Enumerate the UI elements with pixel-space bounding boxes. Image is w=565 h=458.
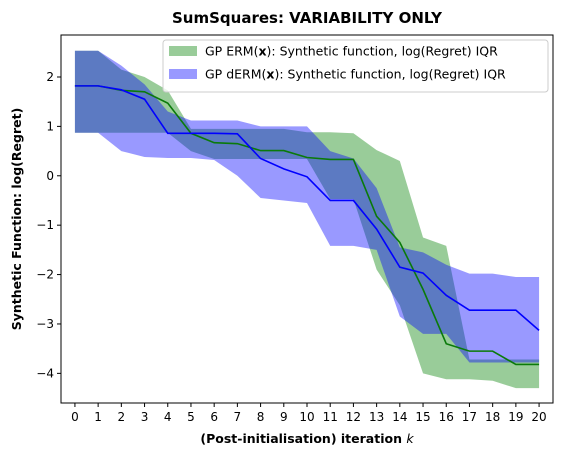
x-tick-label: 4 (164, 410, 172, 424)
iqr-band-series-1 (74, 50, 540, 363)
median-line-series-1 (74, 85, 540, 331)
iqr-bands (74, 50, 540, 389)
x-tick-label: 6 (210, 410, 218, 424)
x-tick-label: 3 (141, 410, 149, 424)
y-tick-label: 0 (46, 169, 54, 183)
x-tick-label: 14 (392, 410, 407, 424)
y-tick-label: −3 (36, 317, 54, 331)
x-tick-label: 16 (439, 410, 454, 424)
x-tick-label: 12 (346, 410, 361, 424)
chart-title: SumSquares: VARIABILITY ONLY (172, 9, 443, 27)
legend-swatch-0 (169, 46, 197, 56)
x-tick-label: 10 (299, 410, 314, 424)
legend-swatch-1 (169, 69, 197, 79)
x-tick-label: 0 (71, 410, 79, 424)
x-axis-label: (Post-initialisation) iteration k (200, 431, 414, 446)
y-tick-label: 1 (46, 119, 54, 133)
y-tick-label: −1 (36, 218, 54, 232)
x-tick-label: 20 (531, 410, 546, 424)
x-tick-label: 19 (508, 410, 523, 424)
median-line-series-0 (74, 85, 540, 366)
x-tick-label: 17 (462, 410, 477, 424)
median-lines (74, 85, 540, 366)
x-tick-label: 5 (187, 410, 195, 424)
iqr-band-series-0 (74, 50, 540, 389)
x-axis-label-variable: k (406, 431, 414, 446)
y-tick-label: −4 (36, 366, 54, 380)
x-tick-label: 18 (485, 410, 500, 424)
y-axis-label: Synthetic Function: log(Regret) (9, 108, 24, 331)
x-tick-label: 7 (234, 410, 242, 424)
x-tick-label: 1 (94, 410, 102, 424)
y-tick-label: 2 (46, 70, 54, 84)
x-tick-label: 15 (415, 410, 430, 424)
x-tick-label: 9 (280, 410, 288, 424)
x-tick-label: 11 (323, 410, 338, 424)
legend-label-0: GP ERM(x): Synthetic function, log(Regre… (205, 44, 498, 59)
legend: GP ERM(x): Synthetic function, log(Regre… (162, 39, 549, 93)
x-axis-ticks: 0 1 2 3 4 5 6 7 8 9 10 11 12 13 14 15 16 17 18 19 20 (71, 403, 547, 424)
y-axis-ticks: −4 −3 −2 −1 0 1 2 (36, 70, 61, 380)
x-tick-label: 2 (118, 410, 126, 424)
x-axis-label-text: (Post-initialisation) iteration (200, 431, 402, 446)
legend-frame (162, 39, 549, 93)
x-tick-label: 13 (369, 410, 384, 424)
y-tick-label: −2 (36, 268, 54, 282)
x-tick-label: 8 (257, 410, 265, 424)
legend-label-1: GP dERM(x): Synthetic function, log(Regr… (205, 67, 506, 82)
